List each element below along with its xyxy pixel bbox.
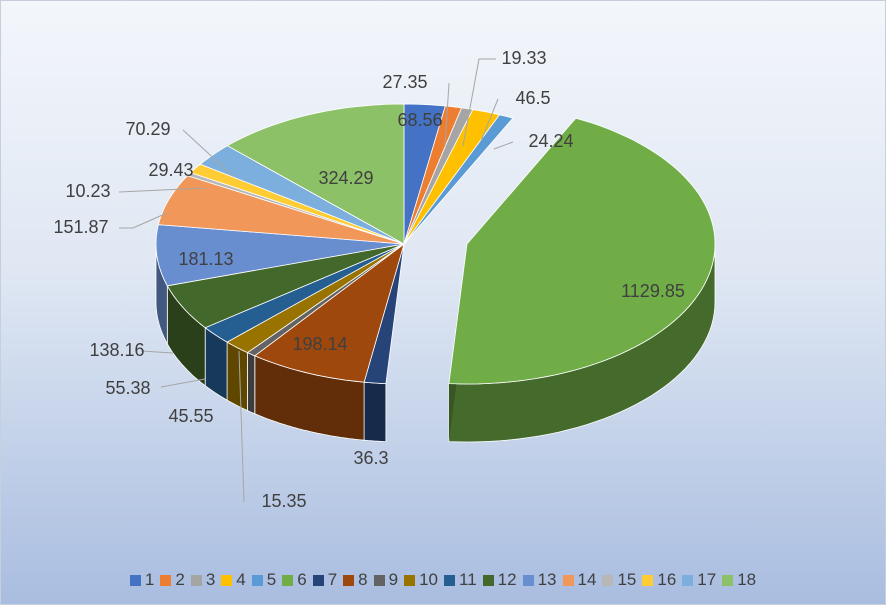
data-label-3: 19.33 xyxy=(501,48,546,68)
pie-slice-13 xyxy=(155,224,405,287)
pie-slice-18 xyxy=(226,103,405,245)
legend-swatch-7 xyxy=(312,574,324,586)
legend-item-4: 4 xyxy=(221,570,246,590)
leader-line-3 xyxy=(462,58,496,147)
data-label-6: 1129.85 xyxy=(621,281,685,301)
data-label-9: 15.35 xyxy=(261,491,306,511)
legend-swatch-8 xyxy=(343,574,355,586)
legend-swatch-6 xyxy=(282,574,294,586)
data-label-17: 70.29 xyxy=(125,119,170,139)
legend-item-9: 9 xyxy=(373,570,399,590)
legend-item-14: 14 xyxy=(562,570,597,590)
chart-legend: 1 2 3 4 5 6 7 8 9 10 11 12 13 14 15 16 17 18 xyxy=(1,569,885,591)
legend-swatch-10 xyxy=(404,574,416,586)
legend-label-13: 13 xyxy=(537,570,557,589)
legend-label-14: 14 xyxy=(577,570,597,589)
legend-label-16: 16 xyxy=(657,570,677,589)
legend-item-13: 13 xyxy=(522,570,557,590)
pie-slice-6 xyxy=(448,117,716,385)
data-label-18: 324.29 xyxy=(318,168,373,188)
pie-slice-8 xyxy=(254,242,405,383)
data-label-12: 138.16 xyxy=(89,340,144,360)
pie-slice-17 xyxy=(199,145,405,245)
legend-label-4: 4 xyxy=(236,570,246,589)
legend-swatch-4 xyxy=(221,574,233,586)
leader-line-4 xyxy=(480,98,499,142)
data-label-14: 151.87 xyxy=(53,217,108,237)
data-label-2: 27.35 xyxy=(382,72,427,92)
leader-line-5 xyxy=(493,141,514,150)
pie-slice-5 xyxy=(403,114,514,245)
data-label-15: 10.23 xyxy=(65,181,110,201)
legend-label-5: 5 xyxy=(266,570,277,589)
legend-swatch-12 xyxy=(482,574,494,586)
legend-item-7: 7 xyxy=(312,570,338,590)
pie-slice-12 xyxy=(166,243,405,329)
legend-swatch-1 xyxy=(129,574,141,586)
legend-swatch-14 xyxy=(562,574,574,586)
data-label-4: 46.5 xyxy=(515,88,550,108)
legend-label-9: 9 xyxy=(388,570,399,589)
leader-line-14 xyxy=(119,212,168,229)
legend-item-3: 3 xyxy=(190,570,216,590)
legend-swatch-2 xyxy=(160,574,172,586)
data-label-13: 181.13 xyxy=(178,249,233,269)
legend-item-18: 18 xyxy=(722,570,756,590)
legend-label-3: 3 xyxy=(205,570,216,589)
legend-swatch-15 xyxy=(602,574,614,586)
legend-label-18: 18 xyxy=(737,570,757,589)
legend-item-17: 17 xyxy=(682,570,716,590)
legend-swatch-18 xyxy=(722,574,734,586)
pie-chart: 68.56 27.35 19.33 46.5 24.24 1129.85 36.3 198.1… xyxy=(53,48,716,511)
legend-label-12: 12 xyxy=(497,570,517,589)
pie-slice-14 xyxy=(157,175,405,245)
legend-swatch-11 xyxy=(444,574,456,586)
leader-line-2 xyxy=(444,82,450,147)
pie-slice-side-10 xyxy=(226,341,248,412)
legend-label-8: 8 xyxy=(358,570,368,589)
data-label-1: 68.56 xyxy=(397,110,442,130)
data-label-8: 198.14 xyxy=(292,334,347,354)
data-label-10: 45.55 xyxy=(168,406,213,426)
legend-swatch-17 xyxy=(682,574,694,586)
data-label-11: 55.38 xyxy=(105,378,150,398)
legend-label-17: 17 xyxy=(697,570,717,589)
legend-label-15: 15 xyxy=(617,570,637,589)
data-label-16: 29.43 xyxy=(148,160,193,180)
legend-label-10: 10 xyxy=(419,570,439,589)
leader-line-15 xyxy=(118,187,206,193)
leader-line-17 xyxy=(182,129,234,177)
legend-swatch-5 xyxy=(251,574,263,586)
legend-item-8: 8 xyxy=(343,570,368,590)
legend-label-11: 11 xyxy=(459,570,477,589)
legend-item-10: 10 xyxy=(404,570,438,590)
leader-line-11 xyxy=(140,350,174,354)
legend-label-6: 6 xyxy=(297,570,307,589)
legend-label-2: 2 xyxy=(175,570,185,589)
data-label-5: 24.24 xyxy=(528,131,573,151)
legend-swatch-9 xyxy=(373,574,385,586)
legend-item-6: 6 xyxy=(282,570,307,590)
legend-item-12: 12 xyxy=(482,570,517,590)
legend-item-2: 2 xyxy=(160,570,185,590)
leader-line-10 xyxy=(160,378,206,388)
pie-slice-side-7 xyxy=(363,381,387,442)
legend-item-11: 11 xyxy=(444,570,477,590)
legend-label-7: 7 xyxy=(327,570,338,589)
legend-item-5: 5 xyxy=(251,570,277,590)
data-label-7: 36.3 xyxy=(353,448,388,468)
leader-line-9 xyxy=(238,350,245,503)
legend-swatch-16 xyxy=(642,574,654,586)
legend-swatch-3 xyxy=(190,574,202,586)
legend-swatch-13 xyxy=(522,574,534,586)
legend-item-15: 15 xyxy=(602,570,636,590)
legend-item-1: 1 xyxy=(129,570,155,590)
legend-label-1: 1 xyxy=(144,570,155,589)
legend-item-16: 16 xyxy=(642,570,676,590)
pie-slice-side-9 xyxy=(247,351,256,415)
